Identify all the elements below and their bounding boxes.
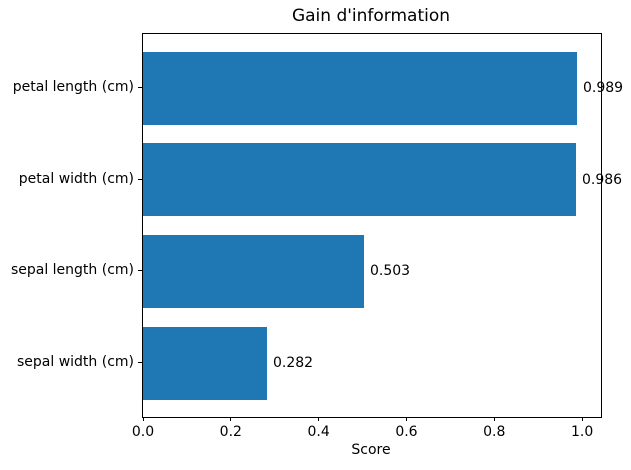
y-tick-mark: [138, 270, 142, 272]
y-tick-mark: [138, 362, 142, 363]
y-tick-mark: [138, 178, 142, 180]
y-tick-label: petal length (cm): [12, 79, 134, 95]
x-tick-label: 0.6: [395, 424, 418, 440]
x-tick-mark: [230, 417, 232, 421]
bar: [143, 326, 267, 400]
y-tick-label: petal width (cm): [18, 170, 134, 187]
bar: [143, 51, 577, 125]
bar-value-label: 0.989: [583, 80, 624, 96]
x-tick-mark: [581, 417, 583, 421]
bar: [143, 143, 576, 217]
plot-area: 0.989 0.986 0.503 0.282 0.0 0.2 0.4 0.6 0.8 1.0: [132, 33, 623, 440]
x-axis-label: Score: [351, 442, 391, 458]
x-tick-mark: [405, 417, 407, 421]
bar: [143, 234, 364, 308]
x-tick-mark: [318, 417, 320, 421]
y-tick-label: sepal width (cm): [16, 354, 134, 370]
y-tick-mark: [138, 87, 142, 88]
y-tick-label: sepal length (cm): [10, 262, 134, 279]
x-tick-label: 0.2: [219, 424, 242, 440]
x-tick-label: 0.0: [131, 424, 155, 440]
x-tick-mark: [142, 417, 144, 421]
x-tick-label: 0.8: [483, 424, 506, 440]
x-tick-mark: [493, 417, 495, 421]
x-tick-label: 1.0: [570, 424, 594, 440]
bar-value-label: 0.503: [370, 263, 411, 280]
chart-title: Gain d'information: [291, 6, 451, 26]
bar-value-label: 0.282: [273, 355, 314, 371]
bar-value-label: 0.986: [582, 171, 623, 188]
x-tick-label: 0.4: [307, 424, 330, 440]
